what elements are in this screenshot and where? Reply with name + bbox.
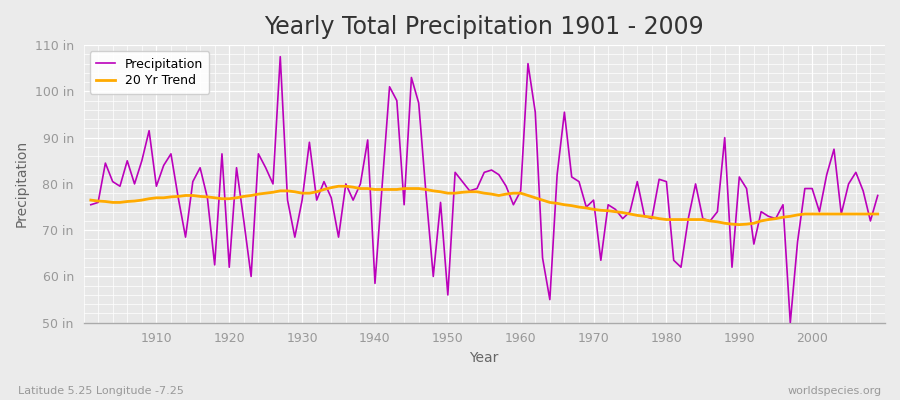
20 Yr Trend xyxy=(304,191,315,196)
Precipitation xyxy=(785,320,796,325)
20 Yr Trend xyxy=(516,191,526,196)
X-axis label: Year: Year xyxy=(470,351,499,365)
20 Yr Trend xyxy=(144,196,155,201)
20 Yr Trend xyxy=(610,209,621,214)
Precipitation xyxy=(516,188,526,193)
Y-axis label: Precipitation: Precipitation xyxy=(15,140,29,228)
Line: 20 Yr Trend: 20 Yr Trend xyxy=(91,186,878,225)
20 Yr Trend xyxy=(355,186,365,191)
Text: worldspecies.org: worldspecies.org xyxy=(788,386,882,396)
Text: Latitude 5.25 Longitude -7.25: Latitude 5.25 Longitude -7.25 xyxy=(18,386,184,396)
Precipitation xyxy=(274,54,285,59)
20 Yr Trend xyxy=(734,222,744,227)
Precipitation xyxy=(610,207,621,212)
Precipitation xyxy=(311,198,322,202)
Title: Yearly Total Precipitation 1901 - 2009: Yearly Total Precipitation 1901 - 2009 xyxy=(265,15,704,39)
20 Yr Trend xyxy=(333,184,344,189)
Precipitation xyxy=(872,193,883,198)
20 Yr Trend xyxy=(872,212,883,216)
Precipitation xyxy=(86,202,96,207)
Legend: Precipitation, 20 Yr Trend: Precipitation, 20 Yr Trend xyxy=(90,51,210,94)
Line: Precipitation: Precipitation xyxy=(91,57,878,323)
Precipitation xyxy=(523,61,534,66)
20 Yr Trend xyxy=(86,198,96,202)
Precipitation xyxy=(355,182,365,186)
Precipitation xyxy=(144,128,155,133)
20 Yr Trend xyxy=(523,193,534,198)
